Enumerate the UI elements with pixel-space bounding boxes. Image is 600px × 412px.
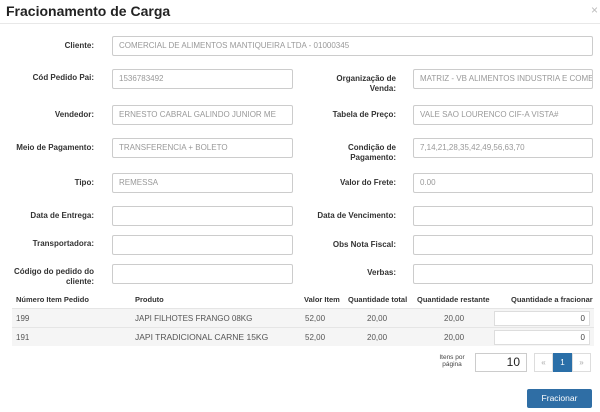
header-divider — [0, 23, 600, 24]
cell-qtd-restante: 20,00 — [444, 314, 465, 323]
label-codigo-cliente: Código do pedido do cliente: — [14, 267, 94, 286]
data-entrega-field[interactable] — [112, 206, 293, 226]
label-meio-pagamento: Meio de Pagamento: — [16, 143, 94, 152]
col-quantidade-restante: Quantidade restante — [417, 295, 490, 304]
label-cliente: Cliente: — [64, 41, 94, 50]
data-vencimento-field[interactable] — [413, 206, 593, 226]
meio-pagamento-field[interactable]: TRANSFERENCIA + BOLETO — [112, 138, 293, 158]
items-per-page-input[interactable]: 10 — [475, 353, 527, 372]
codigo-cliente-field[interactable] — [112, 264, 293, 284]
cell-numero: 199 — [16, 314, 30, 323]
label-transportadora: Transportadora: — [32, 239, 94, 248]
transportadora-field[interactable] — [112, 235, 293, 255]
cell-valor: 52,00 — [305, 333, 326, 342]
cell-produto: JAPI TRADICIONAL CARNE 15KG — [135, 332, 269, 342]
label-vendedor: Vendedor: — [54, 110, 94, 119]
col-produto: Produto — [135, 295, 164, 304]
tabela-preco-field[interactable]: VALE SAO LOURENCO CIF-A VISTA# — [413, 105, 593, 125]
cell-qtd-restante: 20,00 — [444, 333, 465, 342]
label-data-vencimento: Data de Vencimento: — [317, 211, 396, 220]
next-page-button[interactable]: » — [572, 353, 591, 372]
condicao-pagamento-field[interactable]: 7,14,21,28,35,42,49,56,63,70 — [413, 138, 593, 158]
label-tipo: Tipo: — [74, 178, 94, 187]
cell-numero: 191 — [16, 333, 30, 342]
label-tabela-preco: Tabela de Preço: — [332, 110, 396, 119]
items-per-page-label: Itens por página — [439, 354, 465, 368]
label-verbas: Verbas: — [367, 268, 396, 277]
label-valor-frete: Valor do Frete: — [339, 178, 396, 187]
col-quantidade-fracionar: Quantidade a fracionar — [511, 295, 593, 304]
tipo-field[interactable]: REMESSA — [112, 173, 293, 193]
cell-produto: JAPI FILHOTES FRANGO 08KG — [135, 314, 253, 323]
label-cod-pedido-pai: Cód Pedido Pai: — [32, 73, 94, 82]
organizacao-field[interactable]: MATRIZ - VB ALIMENTOS INDUSTRIA E COME — [413, 69, 593, 89]
col-valor-item: Valor Item — [304, 295, 340, 304]
label-organizacao: Organização de Venda: — [336, 74, 396, 93]
prev-page-button[interactable]: « — [534, 353, 553, 372]
label-obs-nota: Obs Nota Fiscal: — [332, 240, 396, 249]
modal-title: Fracionamento de Carga — [6, 3, 171, 19]
table-row: 191 JAPI TRADICIONAL CARNE 15KG 52,00 20… — [12, 327, 594, 346]
quantidade-fracionar-input[interactable]: 0 — [494, 330, 590, 345]
vendedor-field[interactable]: ERNESTO CABRAL GALINDO JUNIOR ME — [112, 105, 293, 125]
label-data-entrega: Data de Entrega: — [30, 211, 94, 220]
col-quantidade-total: Quantidade total — [348, 295, 408, 304]
table-row: 199 JAPI FILHOTES FRANGO 08KG 52,00 20,0… — [12, 308, 594, 327]
cliente-field[interactable]: COMERCIAL DE ALIMENTOS MANTIQUEIRA LTDA … — [112, 36, 593, 56]
label-condicao-pagamento: Condição de Pagamento: — [347, 143, 396, 162]
verbas-field[interactable] — [413, 264, 593, 284]
col-numero-item: Número Item Pedido — [16, 295, 89, 304]
cell-qtd-total: 20,00 — [367, 333, 388, 342]
cell-qtd-total: 20,00 — [367, 314, 388, 323]
quantidade-fracionar-input[interactable]: 0 — [494, 311, 590, 326]
page-1-button[interactable]: 1 — [553, 353, 572, 372]
obs-nota-field[interactable] — [413, 235, 593, 255]
cod-pedido-pai-field[interactable]: 1536783492 — [112, 69, 293, 89]
valor-frete-field[interactable]: 0.00 — [413, 173, 593, 193]
fracionar-button[interactable]: Fracionar — [527, 389, 592, 408]
close-icon[interactable]: × — [590, 3, 598, 17]
cell-valor: 52,00 — [305, 314, 326, 323]
